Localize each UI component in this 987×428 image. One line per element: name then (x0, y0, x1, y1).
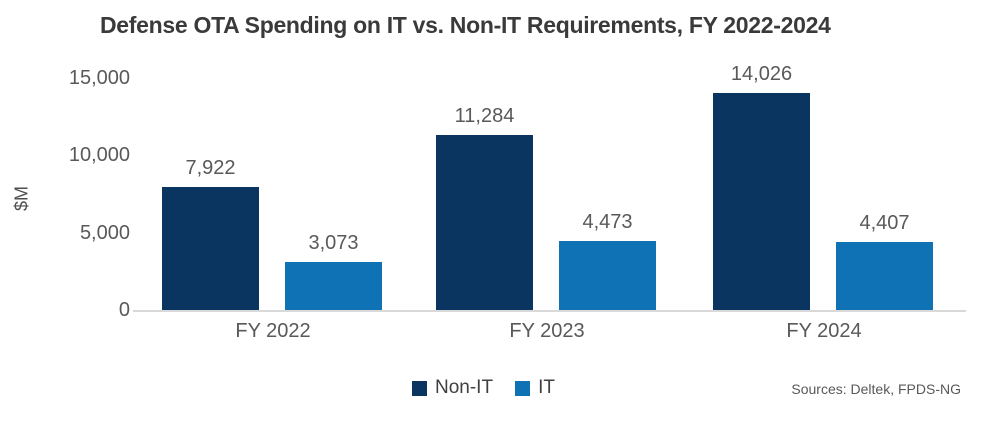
bar-wrap: 3,073 (285, 232, 382, 310)
value-label: 4,473 (582, 211, 633, 233)
value-label: 11,284 (454, 105, 515, 127)
sources-note: Sources: Deltek, FPDS-NG (791, 381, 961, 397)
bar-group-fy-2022: 7,922 3,073 (162, 157, 382, 310)
legend-item-non-it: Non-IT (412, 377, 493, 399)
bar-wrap: 14,026 (713, 63, 810, 310)
bar-non-it (713, 93, 810, 310)
bar-non-it (436, 135, 533, 310)
plot-area: 7,922 3,073 11,284 4,473 14,026 4,407 (140, 63, 965, 310)
bar-it (559, 241, 656, 310)
bar-it (285, 262, 382, 310)
y-tick: 5,000 (79, 221, 130, 244)
y-tick: 10,000 (68, 144, 130, 167)
legend-label: IT (538, 377, 555, 398)
value-label: 3,073 (308, 232, 359, 254)
bar-wrap: 4,473 (559, 211, 656, 310)
chart-title: Defense OTA Spending on IT vs. Non-IT Re… (100, 12, 831, 38)
legend-item-it: IT (515, 377, 555, 399)
y-tick: 0 (118, 299, 130, 321)
category-label: FY 2024 (786, 320, 862, 342)
value-label: 14,026 (730, 63, 793, 85)
legend: Non-IT IT (412, 377, 555, 399)
y-tick: 15,000 (68, 67, 130, 89)
bar-wrap: 7,922 (162, 157, 259, 310)
bar-wrap: 11,284 (436, 105, 533, 310)
category-label: FY 2022 (235, 320, 311, 342)
category-label: FY 2023 (509, 320, 585, 342)
y-axis-label: $M (11, 186, 32, 212)
bar-wrap: 4,407 (836, 212, 933, 310)
bar-group-fy-2023: 11,284 4,473 (436, 105, 656, 310)
legend-label: Non-IT (435, 377, 494, 398)
legend-swatch-icon (515, 380, 531, 396)
value-label: 4,407 (859, 212, 910, 234)
bar-it (836, 242, 933, 310)
x-axis-baseline (133, 310, 966, 312)
value-label: 7,922 (185, 157, 236, 179)
legend-swatch-icon (412, 380, 427, 396)
bar-group-fy-2024: 14,026 4,407 (713, 63, 933, 310)
bar-non-it (162, 187, 259, 310)
